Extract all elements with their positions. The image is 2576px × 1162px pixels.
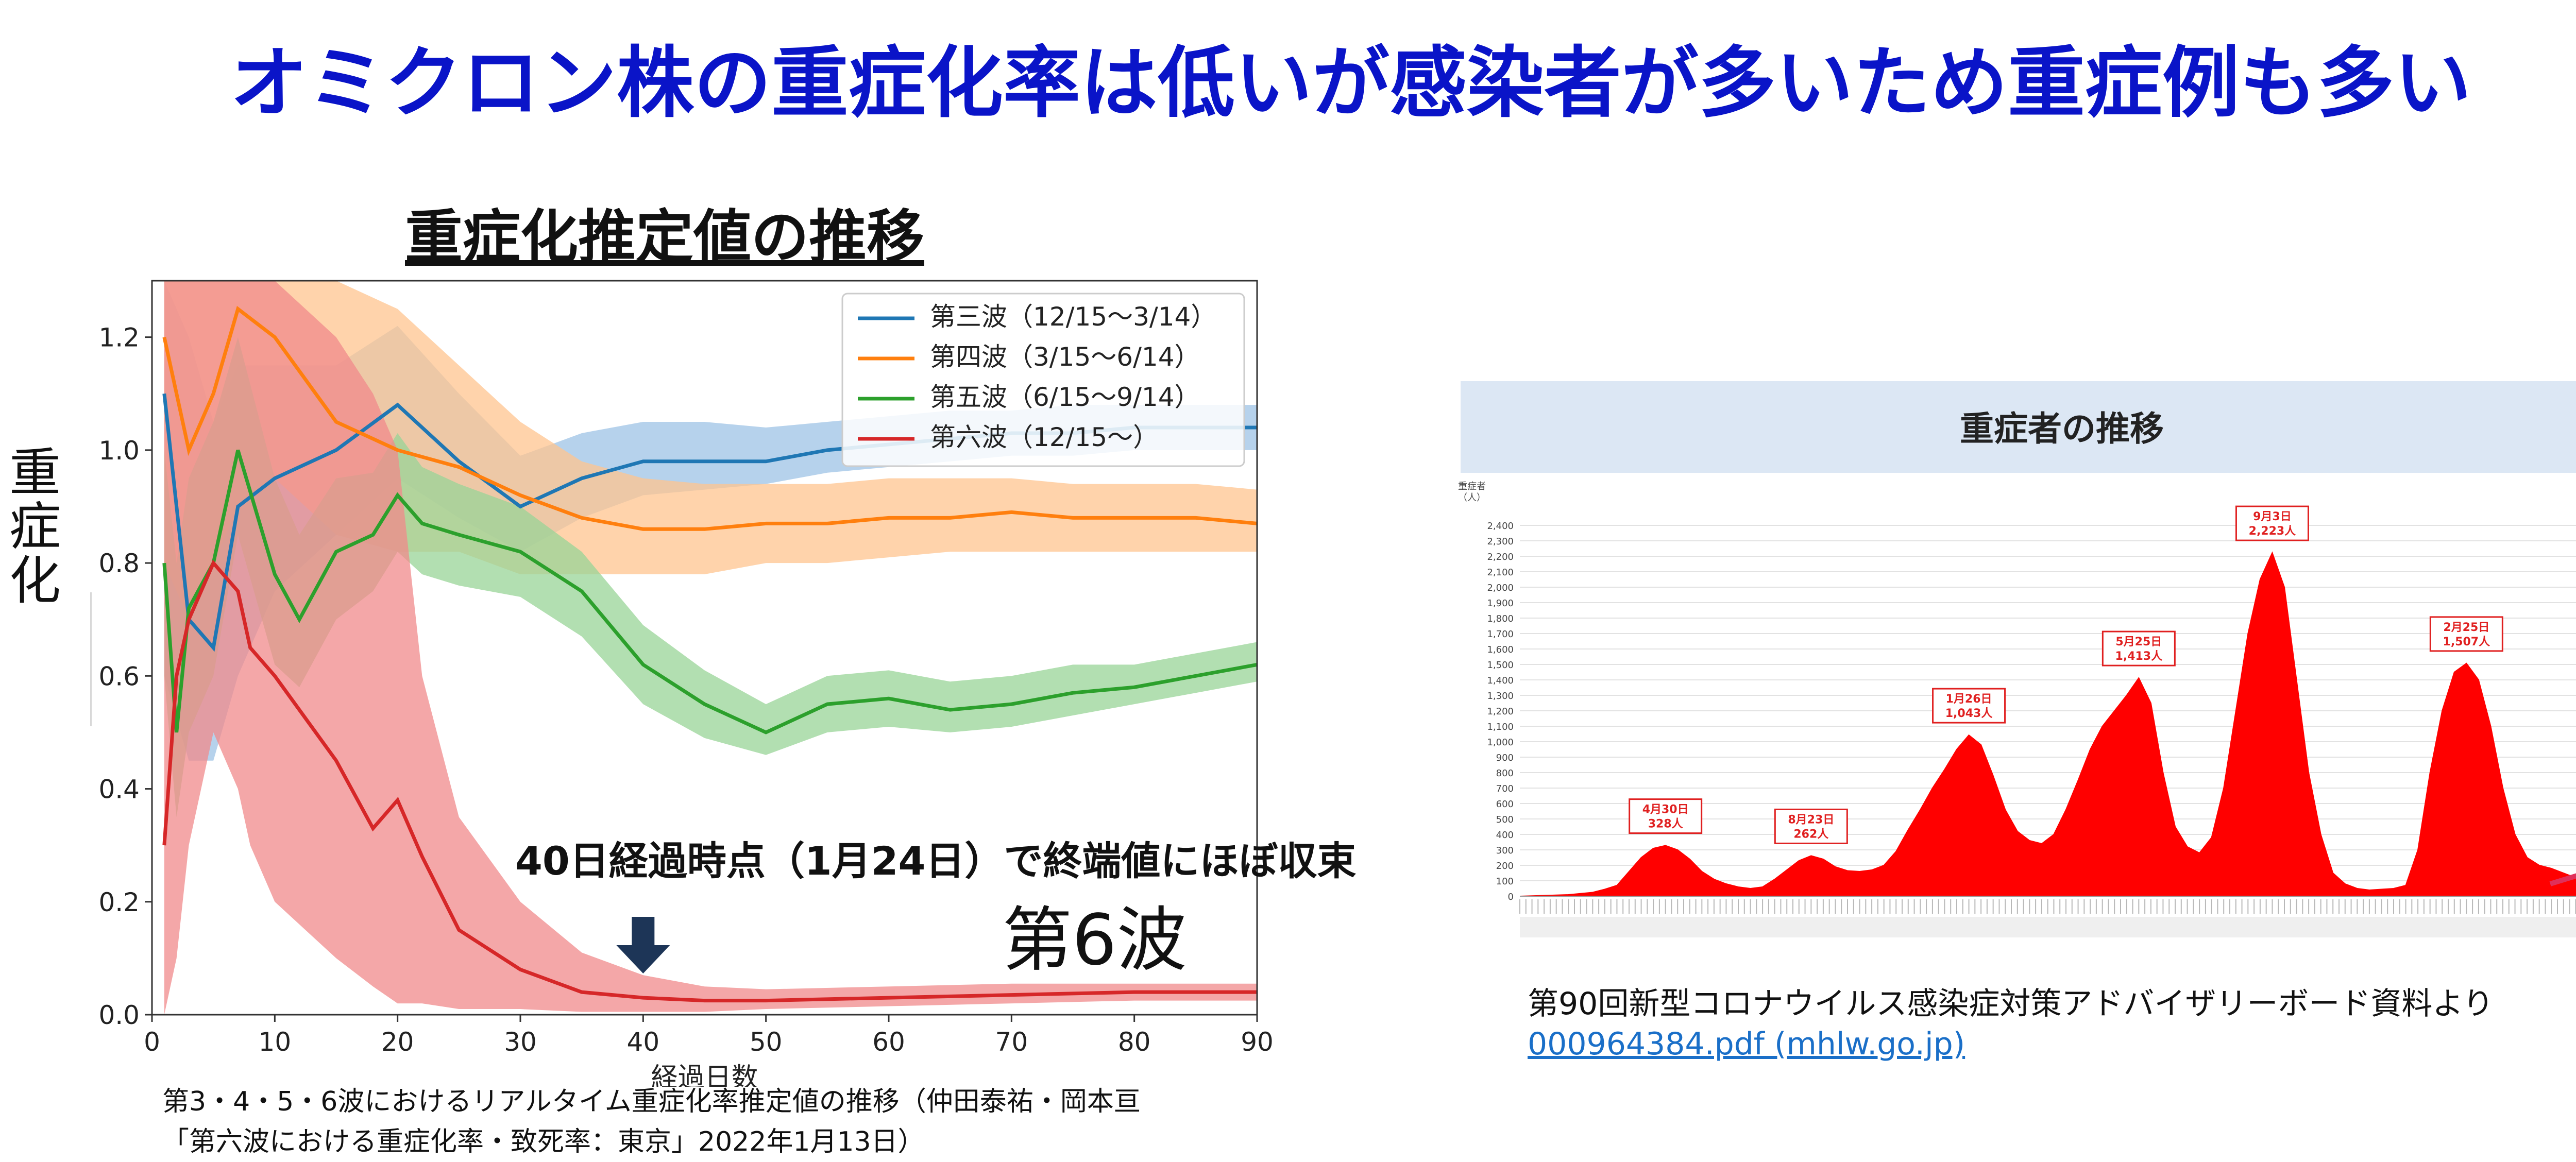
caption-line: 「第六波における重症化率・致死率：東京」2022年1月13日） — [162, 1126, 925, 1157]
y-tick-label: 1,500 — [1487, 660, 1514, 671]
x-tick-label: 20 — [381, 1027, 414, 1057]
peak-label-count: 1,043人 — [1945, 707, 1993, 720]
peak-label-count: 1,413人 — [2115, 650, 2163, 663]
chart-title: 重症者の推移 — [1960, 409, 2164, 449]
y-tick-label: 400 — [1496, 830, 1514, 841]
peak-label-count: 1,507人 — [2443, 636, 2490, 648]
peak-label-date: 1月26日 — [1946, 693, 1992, 706]
y-tick-label: 1,300 — [1487, 691, 1514, 702]
y-tick-label: 1,800 — [1487, 613, 1514, 624]
peak-label-date: 5月25日 — [2115, 636, 2162, 648]
y-tick-label: 1,000 — [1487, 737, 1514, 748]
y-tick-label: 300 — [1496, 845, 1514, 856]
peak-label-count: 262人 — [1793, 828, 1828, 841]
legend-label: 第三波（12/15～3/14） — [930, 302, 1216, 332]
plot-series-group — [162, 281, 1257, 1015]
left-chart-caption: 第3・4・5・6波におけるリアルタイム重症化率推定値の推移（仲田泰祐・岡本亘 「… — [162, 1082, 1141, 1162]
legend-label: 第四波（3/15～6/14） — [930, 342, 1200, 372]
x-axis-label: 経過日数 — [651, 1063, 758, 1087]
x-tick-strip — [1520, 917, 2576, 937]
right-chart-caption: 第90回新型コロナウイルス感染症対策アドバイザリーボード資料より 0009643… — [1528, 984, 2494, 1064]
y-tick-label: 1,400 — [1487, 675, 1514, 686]
left-chart-ylabel: 重 症 化 — [4, 446, 66, 608]
caption-line: 第3・4・5・6波におけるリアルタイム重症化率推定値の推移（仲田泰祐・岡本亘 — [162, 1086, 1141, 1117]
y-tick-label: 700 — [1496, 783, 1514, 794]
x-tick-label: 0 — [144, 1027, 160, 1057]
x-tick-label: 60 — [872, 1027, 905, 1057]
ylabel-char: 症 — [9, 497, 61, 557]
y-tick-label: 1.2 — [98, 323, 140, 353]
area-series — [1519, 551, 2576, 897]
peak-label-box — [1774, 808, 1848, 844]
convergence-annotation: 40日経過時点（1月24日）で終端値にほぼ収束 — [515, 838, 1357, 884]
y-tick-label: 800 — [1496, 768, 1514, 779]
y-tick-label: 2,400 — [1487, 521, 1514, 532]
confidence-band — [164, 281, 1257, 1015]
severity-rate-chart: 0 10 20 30 40 50 60 70 80 90 0.0 0.2 0.4 0.6 0.8 1.0 1.2… — [98, 280, 1274, 1087]
y-tick-label: 0.2 — [98, 887, 140, 917]
y-tick-label: 1,200 — [1487, 706, 1514, 717]
y-tick-label: 900 — [1496, 753, 1514, 763]
ylabel-char: 重 — [9, 442, 61, 503]
y-tick-label: 600 — [1496, 799, 1514, 810]
series-line — [162, 305, 1257, 531]
peak-label-date: 9月3日 — [2253, 510, 2292, 523]
y-tick-label: 1,600 — [1487, 644, 1514, 655]
x-tick-label: 40 — [627, 1027, 660, 1057]
y-axis-label: 重症者 — [1458, 481, 1486, 492]
y-tick-label: 0.8 — [98, 549, 140, 578]
peak-label-date: 8月23日 — [1788, 813, 1834, 826]
confidence-band — [164, 337, 1257, 817]
y-tick-label: 0.4 — [98, 775, 140, 805]
x-tick-label: 30 — [504, 1027, 537, 1057]
peak-label-date: 4月30日 — [1642, 804, 1689, 816]
source-text: 第90回新型コロナウイルス感染症対策アドバイザリーボード資料より — [1528, 986, 2494, 1022]
x-tick-label: 90 — [1241, 1027, 1274, 1057]
y-tick-label: 2,200 — [1487, 552, 1514, 562]
legend-label: 第五波（6/15～9/14） — [930, 382, 1200, 412]
x-tick-label: 70 — [995, 1027, 1028, 1057]
y-tick-label: 1,100 — [1487, 722, 1514, 732]
series-line — [162, 449, 1257, 734]
legend-box — [841, 293, 1245, 467]
legend-label: 第六波（12/15～） — [930, 422, 1159, 452]
peak-label-box — [2102, 630, 2176, 667]
x-tick-label: 50 — [750, 1027, 783, 1057]
y-tick-label: 200 — [1496, 861, 1514, 872]
x-tick-label: 80 — [1118, 1027, 1151, 1057]
y-tick-label: 0 — [1508, 892, 1514, 902]
y-tick-label: 0.6 — [98, 661, 140, 691]
left-chart-title: 重症化推定値の推移 — [405, 204, 924, 271]
peak-label-box — [1629, 798, 1703, 834]
y-tick-label: 2,300 — [1487, 536, 1514, 547]
y-tick-label: 500 — [1496, 814, 1514, 825]
peak-label-date: 2月25日 — [2443, 621, 2489, 634]
y-tick-label: 1.0 — [98, 436, 140, 466]
y-tick-label: 100 — [1496, 876, 1514, 887]
wave6-label: 第6波 — [1002, 900, 1187, 981]
chart-title-bar — [1461, 381, 2576, 473]
y-tick-label: 0.0 — [98, 1000, 140, 1030]
divider — [90, 592, 92, 726]
y-axis-label: （人） — [1458, 492, 1486, 503]
plot-frame — [151, 280, 1258, 1016]
y-tick-label: 1,700 — [1487, 629, 1514, 640]
ylabel-char: 化 — [9, 551, 61, 611]
peak-label-box — [1932, 688, 2006, 724]
peak-label-box — [2429, 616, 2503, 652]
peak-label-count: 2,223人 — [2249, 525, 2296, 538]
x-tick-label: 10 — [259, 1027, 292, 1057]
down-arrow-icon — [616, 917, 670, 973]
peak-label-box — [2235, 505, 2309, 541]
trend-arrow-icon — [2549, 873, 2576, 886]
y-tick-label: 2,000 — [1487, 583, 1514, 593]
y-tick-label: 1,900 — [1487, 598, 1514, 609]
source-link[interactable]: 000964384.pdf (mhlw.go.jp) — [1528, 1026, 1965, 1062]
page-title: オミクロン株の重症化率は低いが感染者が多いため重症例も多い — [230, 39, 2471, 128]
peak-label-count: 328人 — [1648, 818, 1683, 831]
y-tick-label: 2,100 — [1487, 567, 1514, 578]
series-line — [162, 559, 1257, 1003]
